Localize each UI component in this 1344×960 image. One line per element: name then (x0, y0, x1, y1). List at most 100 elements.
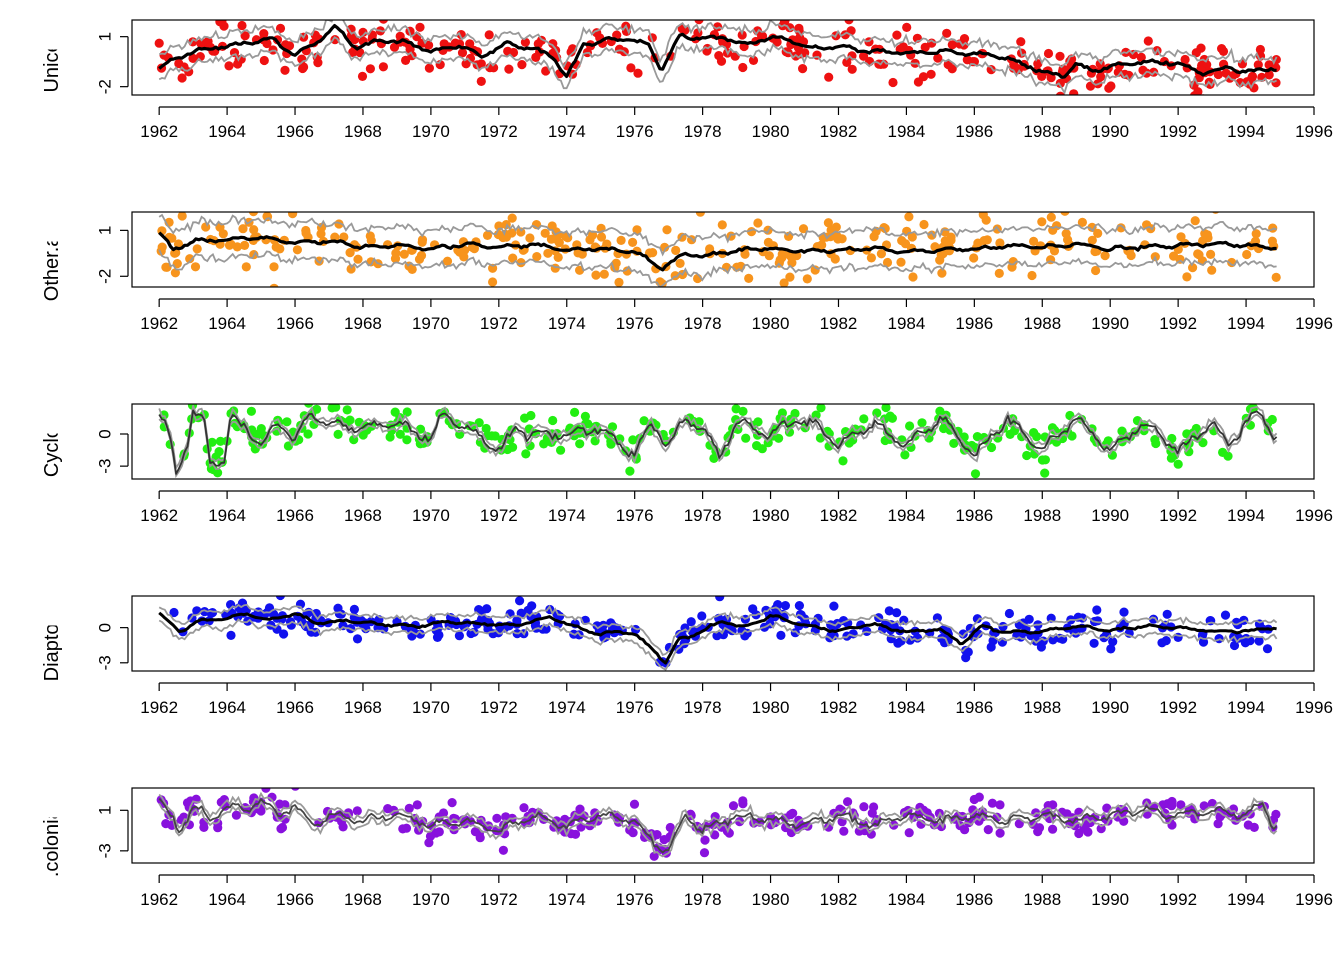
data-point (1184, 447, 1194, 457)
data-point (280, 65, 290, 75)
plot-frame (131, 595, 1315, 672)
data-point (1029, 428, 1039, 438)
data-point (649, 851, 659, 861)
data-point (994, 268, 1004, 278)
x-tick-label: 1986 (955, 314, 993, 333)
data-point (484, 30, 494, 40)
data-point (492, 813, 502, 823)
data-point (530, 288, 539, 297)
data-point (1188, 263, 1198, 273)
data-point (660, 242, 670, 252)
x-tick-label: 1994 (1227, 314, 1265, 333)
data-point (527, 601, 537, 611)
data-point (602, 239, 612, 249)
data-point (548, 415, 558, 426)
x-tick-label: 1978 (684, 122, 722, 141)
data-point (946, 235, 956, 245)
data-point (1262, 644, 1273, 654)
data-point (1200, 229, 1210, 239)
data-point (481, 423, 491, 434)
data-point (904, 828, 914, 838)
data-point (336, 9, 345, 18)
data-point (172, 259, 182, 269)
upper-band-line (158, 213, 1277, 257)
data-point (1254, 636, 1264, 646)
x-tick-label: 1968 (344, 698, 382, 717)
data-point (892, 608, 902, 618)
plot-area (156, 196, 1281, 300)
x-tick-label: 1972 (480, 314, 518, 333)
data-point (904, 212, 914, 222)
x-tick-label: 1988 (1023, 122, 1061, 141)
data-point (1161, 636, 1171, 646)
data-point (1271, 78, 1281, 88)
data-point (256, 424, 266, 434)
data-point (1055, 91, 1065, 95)
data-point (246, 406, 256, 416)
x-tick-label: 1996 (1295, 314, 1333, 333)
data-point (875, 291, 884, 300)
data-point (1176, 800, 1186, 810)
data-point (671, 245, 681, 255)
data-point (1093, 228, 1103, 238)
data-point (556, 445, 566, 455)
data-point (1046, 613, 1056, 623)
data-point (907, 232, 917, 242)
data-point (346, 264, 356, 274)
data-point (1119, 607, 1129, 617)
data-point (192, 244, 202, 254)
data-point (738, 406, 748, 416)
data-point (304, 404, 314, 408)
x-tick-label: 1976 (616, 122, 654, 141)
data-point (241, 262, 251, 272)
x-tick-label: 1980 (752, 890, 790, 909)
data-point (983, 825, 993, 835)
plot-area (154, 9, 1281, 95)
x-tick-label: 1980 (752, 314, 790, 333)
data-point (291, 788, 300, 791)
data-point (842, 57, 852, 67)
data-point (935, 196, 944, 205)
data-point (738, 796, 748, 806)
data-point (699, 848, 710, 858)
data-point (753, 218, 763, 228)
data-point (616, 235, 626, 245)
data-point (979, 236, 989, 246)
data-point (575, 439, 585, 449)
data-point (521, 449, 531, 459)
data-point (753, 417, 763, 427)
x-tick-label: 1990 (1091, 890, 1129, 909)
fitted-line (158, 24, 1277, 79)
data-point (628, 435, 638, 445)
x-tick-label: 1996 (1295, 698, 1333, 717)
data-point (402, 435, 412, 445)
data-point (823, 218, 834, 228)
data-point (786, 810, 796, 820)
data-point (675, 258, 685, 268)
x-tick-label: 1992 (1159, 698, 1197, 717)
data-point (342, 405, 352, 415)
x-tick-label: 1994 (1227, 506, 1265, 525)
data-point (633, 68, 643, 78)
data-point (824, 441, 834, 451)
data-point (237, 20, 247, 31)
data-point (588, 230, 598, 240)
data-point (182, 798, 193, 808)
data-point (778, 20, 784, 21)
data-point (352, 634, 363, 644)
data-point (570, 407, 580, 417)
x-tick-label: 1968 (344, 506, 382, 525)
data-point (213, 468, 223, 478)
data-point (424, 40, 434, 50)
x-tick-label: 1994 (1227, 122, 1265, 141)
data-point (794, 601, 805, 611)
data-point (525, 441, 535, 451)
upper-band-line (158, 20, 1278, 69)
plot-frame (131, 211, 1315, 288)
data-point (900, 450, 910, 460)
data-point (1242, 249, 1252, 260)
data-point (880, 223, 890, 234)
x-tick-label: 1974 (548, 890, 586, 909)
data-points (159, 404, 1277, 479)
x-tick-label: 1994 (1227, 890, 1265, 909)
